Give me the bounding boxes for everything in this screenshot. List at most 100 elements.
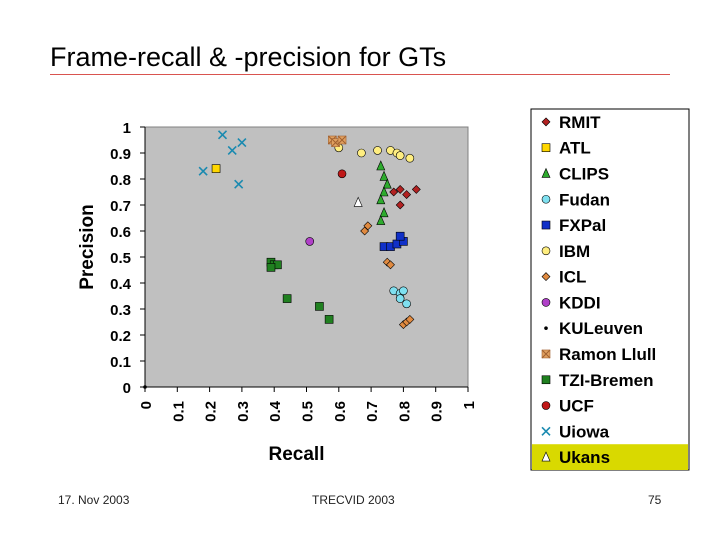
legend-marker-uiowa	[541, 426, 551, 436]
point-fudan	[399, 286, 408, 296]
point-icl	[405, 314, 415, 324]
legend-marker-icl	[541, 272, 551, 282]
y-tick-label: 0.1	[110, 354, 131, 371]
legend-marker-ukans	[541, 451, 551, 462]
legend-marker-atl	[541, 143, 551, 152]
legend-label-uiowa: Uiowa	[559, 422, 610, 441]
legend-label-fudan: Fudan	[559, 190, 610, 209]
y-tick-label: 0.5	[110, 250, 131, 267]
point-icl	[386, 260, 395, 270]
x-tick-label: 0.5	[300, 401, 317, 422]
point-atl	[211, 164, 221, 173]
legend-box	[530, 108, 690, 471]
title-underline	[50, 74, 670, 75]
legend-marker-tzi-bremen	[541, 375, 551, 385]
point-ibm	[357, 148, 366, 158]
point-tzi-bremen	[315, 302, 324, 311]
y-tick-label: 0.7	[110, 198, 131, 215]
point-icl	[363, 221, 373, 231]
point-uiowa	[227, 145, 237, 155]
legend-marker-ramon-llull	[541, 349, 551, 359]
legend-marker-kuleuven	[544, 326, 548, 330]
legend-marker-fudan	[541, 194, 551, 204]
point-clips	[376, 160, 386, 171]
point-kuleuven	[143, 385, 147, 389]
point-uiowa	[237, 138, 247, 148]
point-clips	[382, 178, 392, 189]
point-clips	[379, 170, 389, 181]
point-tzi-bremen	[324, 315, 334, 324]
legend-marker-kddi	[541, 298, 551, 307]
y-tick-label: 1	[123, 120, 131, 137]
y-tick-label: 0.6	[110, 224, 131, 241]
legend-marker-ramon-llull-cross	[541, 349, 551, 359]
legend-label-icl: ICL	[559, 268, 586, 287]
x-tick-label: 0.7	[364, 401, 381, 422]
point-kddi	[305, 237, 315, 246]
x-tick-label: 0.6	[332, 401, 349, 422]
point-ibm	[405, 153, 415, 163]
point-ukans	[353, 196, 363, 207]
point-fudan	[395, 294, 405, 303]
y-tick-label: 0.9	[110, 146, 131, 163]
x-tick-label: 0.2	[203, 401, 220, 422]
legend-label-rmit: RMIT	[559, 113, 601, 132]
x-tick-label: 0.9	[429, 401, 446, 422]
footer-date: 17. Nov 2003	[58, 493, 130, 507]
point-ramon-llull-cross	[337, 135, 347, 145]
point-rmit	[411, 184, 421, 194]
point-clips	[379, 186, 389, 197]
point-rmit	[389, 187, 399, 197]
point-clips	[376, 194, 386, 205]
y-tick-label: 0.8	[110, 172, 131, 189]
y-axis-title: Precision	[77, 204, 98, 290]
legend-label-atl: ATL	[559, 139, 591, 158]
legend-highlight	[532, 444, 688, 470]
x-tick-label: 0.1	[170, 401, 187, 422]
point-ucf	[337, 169, 347, 179]
legend-marker-ucf	[541, 401, 551, 410]
y-tick-label: 0.3	[110, 302, 131, 319]
legend-label-ukans: Ukans	[559, 448, 610, 467]
plot-layer	[144, 126, 469, 388]
point-rmit	[402, 190, 412, 200]
legend-label-ibm: IBM	[559, 242, 590, 261]
x-axis-title: Recall	[269, 444, 325, 465]
legend-label-clips: CLIPS	[559, 164, 609, 183]
y-tick-label: 0.4	[110, 276, 132, 293]
legend-marker-clips	[541, 167, 551, 178]
legend-marker-ibm	[541, 246, 551, 256]
point-tzi-bremen	[282, 294, 292, 303]
footer-event: TRECVID 2003	[312, 493, 395, 507]
legend-marker-fxpal	[541, 220, 551, 230]
point-icl	[360, 226, 370, 236]
point-rmit	[395, 184, 405, 194]
x-tick-label: 0.4	[267, 400, 284, 422]
point-fudan	[402, 299, 411, 309]
point-rmit	[395, 200, 405, 210]
footer-page-number: 75	[648, 493, 662, 507]
legend-label-kuleuven: KULeuven	[559, 319, 643, 338]
point-clips	[376, 214, 386, 225]
x-tick-label: 0	[138, 401, 155, 409]
point-clips	[379, 207, 389, 218]
point-ibm	[373, 146, 382, 155]
x-tick-label: 0.8	[396, 401, 413, 422]
y-tick-label: 0.2	[110, 328, 131, 345]
point-layer	[143, 130, 421, 389]
point-ibm	[395, 151, 405, 160]
point-ramon-llull	[337, 135, 347, 145]
plot-area	[144, 126, 469, 388]
legend-label-ucf: UCF	[559, 397, 594, 416]
y-tick-label: 0	[123, 380, 131, 397]
point-tzi-bremen	[266, 263, 276, 272]
legend: RMIT ATL CLIPS Fudan FXPal IBM ICL KDDI KULeuven…	[530, 108, 690, 471]
point-uiowa	[198, 166, 208, 176]
legend-label-tzi-bremen: TZI-Bremen	[559, 371, 653, 390]
axis-layer: 0 0.1 0.2 0.3 0.4 0.5 0.6 0.7 0.8 0.9 1 0 0.1 0.2 0.3 0…	[77, 120, 478, 465]
legend-label-ramon-llull: Ramon Llull	[559, 345, 656, 364]
x-tick-label: 0.3	[235, 401, 252, 422]
legend-label-kddi: KDDI	[559, 293, 601, 312]
point-uiowa	[217, 130, 228, 140]
